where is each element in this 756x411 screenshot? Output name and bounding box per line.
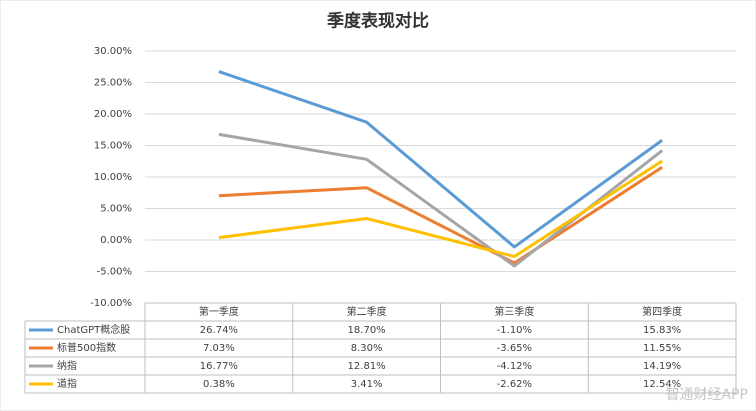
data-label: 8.30% (351, 343, 383, 354)
data-label: 26.74% (200, 325, 238, 336)
x-tick-label: 第二季度 (347, 305, 387, 318)
data-label: 18.70% (348, 325, 386, 336)
y-tick-label: 10.00% (94, 172, 132, 183)
series-line (218, 159, 663, 259)
data-label: 7.03% (203, 343, 235, 354)
data-label: -1.10% (497, 325, 532, 336)
data-label: -3.65% (497, 343, 532, 354)
data-label: 12.81% (348, 361, 386, 372)
data-label: 3.41% (351, 379, 383, 390)
y-tick-label: 0.00% (100, 235, 132, 246)
y-tick-label: 15.00% (94, 141, 132, 152)
y-tick-label: -10.00% (90, 298, 132, 309)
legend-label: ChatGPT概念股 (57, 323, 130, 336)
legend-label: 标普500指数 (57, 341, 116, 354)
data-label: 14.19% (643, 361, 681, 372)
x-tick-label: 第三季度 (494, 305, 534, 318)
data-label: 0.38% (203, 379, 235, 390)
watermark: 智通财经APP (666, 387, 748, 403)
legend-label: 纳指 (57, 359, 77, 372)
data-label: 15.83% (643, 325, 681, 336)
y-tick-label: 5.00% (100, 204, 132, 215)
chart-title: 季度表现对比 (327, 11, 429, 32)
data-label: -2.62% (497, 379, 532, 390)
y-tick-label: -5.00% (97, 267, 132, 278)
y-tick-label: 20.00% (94, 109, 132, 120)
data-label: 12.54% (643, 379, 681, 390)
y-tick-label: 30.00% (94, 46, 132, 57)
x-tick-label: 第四季度 (642, 305, 682, 318)
data-label: -4.12% (497, 361, 532, 372)
data-label: 16.77% (200, 361, 238, 372)
y-tick-label: 25.00% (94, 78, 132, 89)
series-line (218, 70, 664, 249)
legend-label: 道指 (57, 377, 77, 390)
series-line (218, 165, 663, 265)
x-tick-label: 第一季度 (199, 305, 239, 318)
data-label: 11.55% (643, 343, 681, 354)
